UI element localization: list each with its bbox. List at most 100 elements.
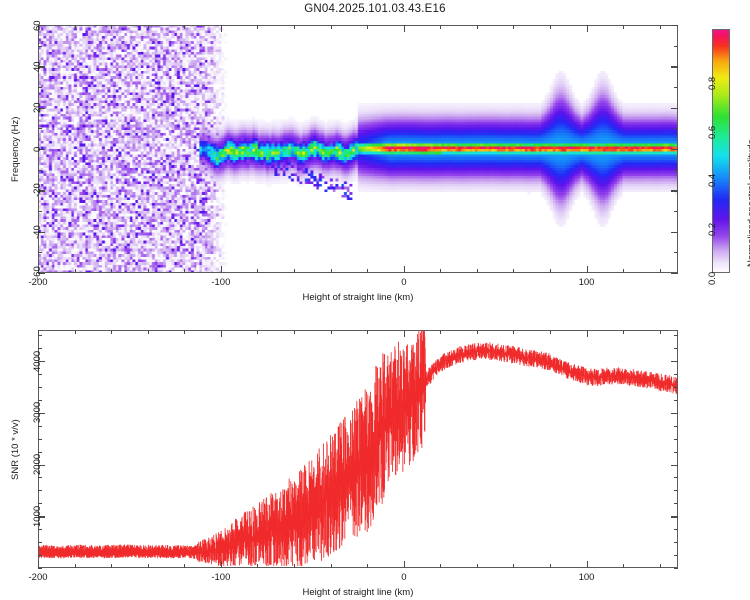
y-minor-tick-right <box>674 335 678 337</box>
x-major-tick-top <box>38 25 40 32</box>
y-major-tick-right <box>671 190 678 192</box>
y-minor-tick <box>38 45 42 47</box>
y-minor-tick-right <box>674 451 678 453</box>
y-minor-tick <box>38 348 42 350</box>
x-minor-tick-top <box>476 25 478 29</box>
x-minor-tick <box>440 564 442 568</box>
y-minor-tick <box>38 335 42 337</box>
x-minor-tick-top <box>184 25 186 29</box>
x-tick-label: 0 <box>401 277 407 288</box>
x-major-tick-top <box>586 330 588 337</box>
x-tick-label: -200 <box>28 572 48 583</box>
y-minor-tick <box>38 211 42 212</box>
x-minor-tick <box>513 564 515 568</box>
y-tick-label: 40 <box>32 61 43 72</box>
x-major-tick-top <box>220 25 223 32</box>
y-minor-tick-right <box>674 490 678 492</box>
y-minor-tick <box>38 542 42 544</box>
x-minor-tick-top <box>513 25 515 29</box>
x-minor-tick-top <box>659 330 661 334</box>
x-minor-tick-top <box>74 25 76 29</box>
x-major-tick <box>38 266 40 273</box>
x-major-tick-top <box>403 330 406 337</box>
x-minor-tick <box>111 564 113 568</box>
y-tick-label: 2000 <box>32 453 43 476</box>
x-minor-tick <box>111 269 113 273</box>
y-tick-label: -20 <box>32 183 43 198</box>
snr-xaxis-label: Height of straight line (km) <box>302 587 414 598</box>
y-tick-label: 1000 <box>32 505 43 527</box>
y-major-tick <box>38 231 45 234</box>
x-tick-label: -100 <box>211 572 231 583</box>
x-minor-tick <box>659 564 661 568</box>
x-minor-tick <box>440 269 442 273</box>
x-major-tick <box>403 266 406 273</box>
y-major-tick-right <box>671 107 678 110</box>
y-minor-tick <box>38 555 42 557</box>
x-minor-tick-top <box>440 25 442 29</box>
y-major-tick-right <box>671 516 678 518</box>
y-major-tick-right <box>671 231 678 234</box>
y-minor-tick <box>38 490 42 492</box>
y-major-tick <box>38 66 45 68</box>
x-minor-tick-top <box>257 25 259 29</box>
x-minor-tick-top <box>294 25 295 29</box>
y-minor-tick <box>38 87 42 88</box>
y-major-tick <box>38 25 45 27</box>
y-tick-label: 3000 <box>32 402 43 424</box>
x-minor-tick <box>147 269 149 273</box>
x-minor-tick-top <box>623 25 625 29</box>
y-tick-label: 60 <box>32 19 43 31</box>
x-major-tick <box>220 266 223 273</box>
x-major-tick-top <box>586 25 588 32</box>
colorbar-tick-label: 0.8 <box>707 76 718 90</box>
y-major-tick-right <box>671 412 678 415</box>
x-minor-tick-top <box>440 330 442 334</box>
x-minor-tick <box>623 564 625 568</box>
x-minor-tick-top <box>513 330 515 334</box>
y-minor-tick-right <box>674 555 678 557</box>
y-major-tick <box>38 107 45 110</box>
y-minor-tick-right <box>674 438 678 440</box>
x-minor-tick <box>550 564 551 568</box>
x-minor-tick-top <box>367 330 369 334</box>
x-minor-tick-top <box>184 330 186 334</box>
x-tick-label: -200 <box>28 277 48 288</box>
snr-trace-image <box>38 330 678 568</box>
y-tick-label: -40 <box>32 224 43 239</box>
x-minor-tick <box>330 564 332 568</box>
y-minor-tick <box>38 386 42 388</box>
x-major-tick <box>586 561 588 568</box>
y-minor-tick <box>38 503 42 505</box>
x-minor-tick-top <box>74 330 76 334</box>
y-minor-tick-right <box>674 348 678 350</box>
y-minor-tick-right <box>674 386 678 388</box>
x-minor-tick-top <box>550 25 551 29</box>
y-major-tick-right <box>671 66 678 68</box>
x-minor-tick-top <box>623 330 625 334</box>
y-major-tick <box>38 273 45 275</box>
x-major-tick <box>403 561 406 568</box>
x-minor-tick <box>184 269 186 273</box>
y-major-tick-right <box>671 149 678 151</box>
x-major-tick-top <box>38 330 40 337</box>
x-major-tick <box>38 561 40 568</box>
x-tick-label: -100 <box>211 277 231 288</box>
colorbar-gradient <box>712 29 730 273</box>
x-minor-tick <box>659 269 661 273</box>
x-minor-tick <box>294 564 295 568</box>
x-minor-tick <box>550 269 551 273</box>
y-minor-tick-right <box>674 477 678 479</box>
y-major-tick-right <box>671 464 678 466</box>
y-major-tick-right <box>671 273 678 275</box>
y-major-tick <box>38 464 45 466</box>
y-minor-tick <box>38 128 42 130</box>
x-major-tick-top <box>403 25 406 32</box>
y-minor-tick-right <box>674 87 678 88</box>
x-minor-tick <box>367 564 369 568</box>
colorbar-tick-label: 0.2 <box>707 222 718 237</box>
x-minor-tick <box>294 269 295 273</box>
y-major-tick <box>38 190 45 192</box>
x-minor-tick-top <box>111 25 113 29</box>
